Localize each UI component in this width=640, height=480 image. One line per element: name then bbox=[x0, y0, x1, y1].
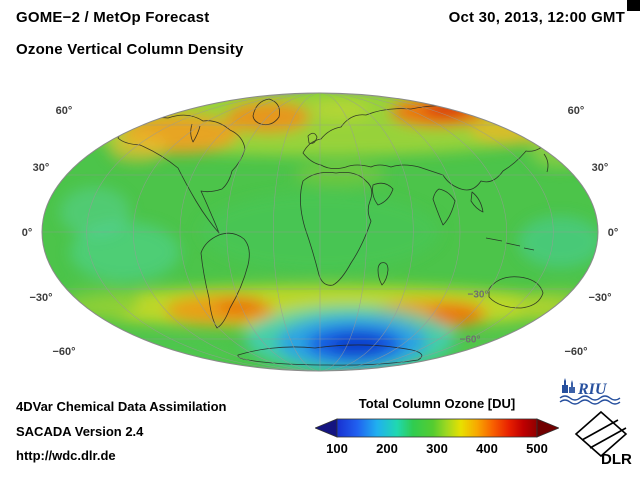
lat-label-inner-m30: −30° bbox=[467, 289, 489, 301]
page-subtitle: Ozone Vertical Column Density bbox=[16, 41, 244, 58]
lat-label-right-m60: −60° bbox=[564, 346, 588, 358]
dlr-logo: DLR bbox=[574, 410, 634, 468]
lat-label-left-60: 60° bbox=[55, 105, 73, 117]
colorbar bbox=[313, 418, 561, 438]
colorbar-gradient bbox=[336, 418, 538, 438]
riu-logo: RIU bbox=[558, 377, 632, 405]
header-datetime: Oct 30, 2013, 12:00 GMT bbox=[448, 9, 625, 26]
credit-assimilation: 4DVar Chemical Data Assimilation bbox=[16, 399, 227, 414]
colorbar-tick-100: 100 bbox=[326, 441, 348, 456]
lat-label-left-30: 30° bbox=[32, 162, 50, 174]
lat-label-right-0: 0° bbox=[607, 227, 619, 239]
world-map bbox=[40, 92, 600, 372]
colorbar-tick-200: 200 bbox=[376, 441, 398, 456]
colorbar-tick-500: 500 bbox=[526, 441, 548, 456]
colorbar-tick-300: 300 bbox=[426, 441, 448, 456]
map-outline bbox=[41, 92, 599, 372]
dlr-logo-text: DLR bbox=[601, 451, 632, 466]
lat-label-right-m30: −30° bbox=[588, 292, 612, 304]
colorbar-tick-400: 400 bbox=[476, 441, 498, 456]
lat-label-inner-m60: −60° bbox=[459, 334, 481, 346]
credit-url: http://wdc.dlr.de bbox=[16, 448, 116, 463]
colorbar-title: Total Column Ozone [DU] bbox=[358, 396, 516, 411]
riu-logo-icon: RIU bbox=[559, 378, 621, 405]
lat-label-left-m30: −30° bbox=[29, 292, 53, 304]
page-title: GOME−2 / MetOp Forecast bbox=[16, 9, 210, 26]
top-right-black-box bbox=[627, 0, 640, 11]
lat-label-left-m60: −60° bbox=[52, 346, 76, 358]
colorbar-svg bbox=[313, 418, 561, 438]
map-svg bbox=[41, 92, 599, 372]
colorbar-right-arrow bbox=[536, 418, 561, 438]
lat-label-left-0: 0° bbox=[21, 227, 33, 239]
riu-logo-text: RIU bbox=[577, 381, 608, 398]
lat-label-right-30: 30° bbox=[591, 162, 609, 174]
lat-label-right-60: 60° bbox=[567, 105, 585, 117]
colorbar-left-arrow bbox=[313, 418, 338, 438]
dlr-logo-icon: DLR bbox=[574, 410, 632, 468]
credit-version: SACADA Version 2.4 bbox=[16, 424, 144, 439]
